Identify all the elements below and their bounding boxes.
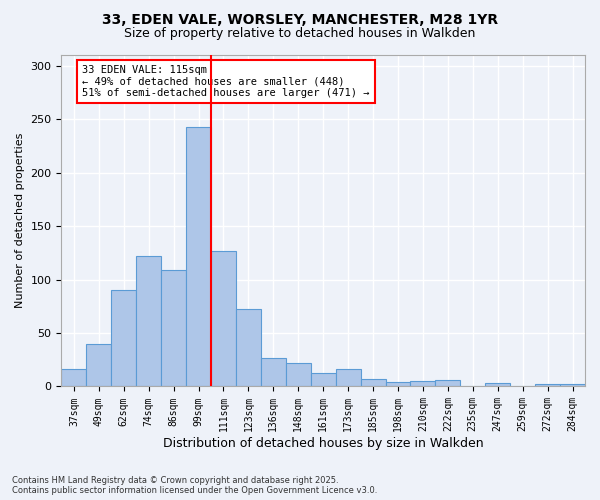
Bar	[311, 372, 335, 386]
Bar	[286, 363, 311, 386]
Text: Size of property relative to detached houses in Walkden: Size of property relative to detached ho…	[124, 28, 476, 40]
Bar	[161, 270, 186, 386]
Bar	[186, 126, 211, 386]
Text: Contains HM Land Registry data © Crown copyright and database right 2025.
Contai: Contains HM Land Registry data © Crown c…	[12, 476, 377, 495]
Text: 33 EDEN VALE: 115sqm
← 49% of detached houses are smaller (448)
51% of semi-deta: 33 EDEN VALE: 115sqm ← 49% of detached h…	[82, 65, 370, 98]
Bar	[111, 290, 136, 386]
Bar	[386, 382, 410, 386]
Bar	[361, 379, 386, 386]
Bar	[86, 344, 111, 386]
Text: 33, EDEN VALE, WORSLEY, MANCHESTER, M28 1YR: 33, EDEN VALE, WORSLEY, MANCHESTER, M28 …	[102, 12, 498, 26]
Bar	[211, 250, 236, 386]
Bar	[61, 370, 86, 386]
Bar	[335, 370, 361, 386]
Bar	[436, 380, 460, 386]
Bar	[136, 256, 161, 386]
Bar	[535, 384, 560, 386]
Bar	[261, 358, 286, 386]
Y-axis label: Number of detached properties: Number of detached properties	[15, 133, 25, 308]
Bar	[485, 384, 510, 386]
X-axis label: Distribution of detached houses by size in Walkden: Distribution of detached houses by size …	[163, 437, 484, 450]
Bar	[560, 384, 585, 386]
Bar	[410, 381, 436, 386]
Bar	[236, 310, 261, 386]
